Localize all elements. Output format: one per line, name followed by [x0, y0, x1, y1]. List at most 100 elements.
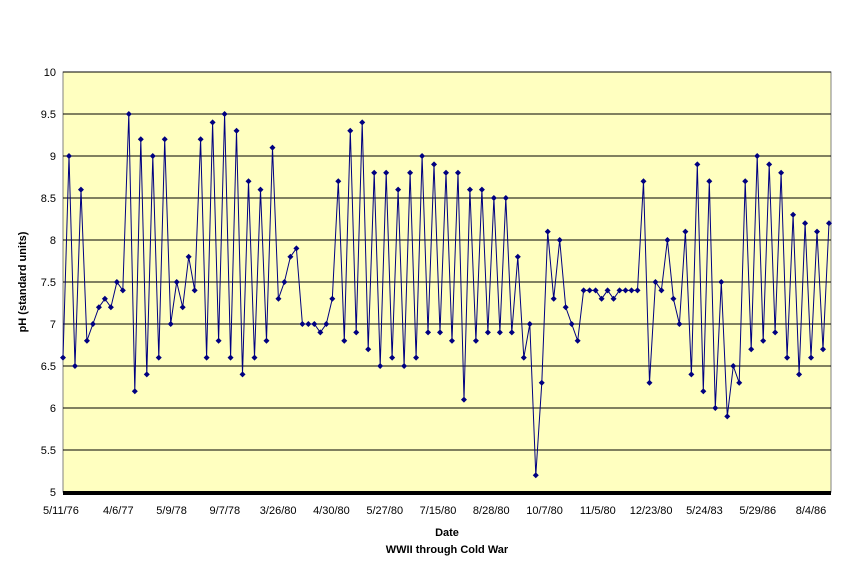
data-point — [784, 354, 791, 361]
data-point — [431, 161, 438, 168]
data-point — [514, 253, 521, 260]
data-point — [437, 329, 444, 336]
data-point — [796, 371, 803, 378]
y-tick-label: 7 — [50, 319, 56, 331]
data-point — [137, 136, 144, 143]
data-point — [377, 363, 384, 369]
data-point — [658, 287, 665, 294]
data-point — [616, 287, 623, 294]
data-point — [814, 228, 821, 235]
data-point — [754, 153, 761, 159]
x-tick-label: 4/30/80 — [313, 505, 350, 517]
data-point — [448, 337, 455, 344]
data-point — [742, 178, 749, 185]
data-point — [119, 287, 126, 294]
data-point — [490, 195, 497, 201]
data-point — [125, 111, 132, 117]
x-tick-label: 7/15/80 — [420, 505, 457, 517]
data-point — [724, 413, 731, 420]
data-point — [95, 304, 102, 311]
data-point — [227, 354, 234, 361]
data-point — [526, 321, 533, 327]
data-point — [209, 119, 216, 126]
data-point — [592, 287, 599, 294]
series-ph — [60, 111, 832, 479]
data-point — [65, 153, 72, 159]
data-point — [640, 178, 647, 185]
data-point — [101, 295, 108, 302]
data-point — [706, 178, 713, 185]
data-point — [730, 363, 737, 369]
data-point — [670, 295, 677, 302]
data-point — [275, 295, 282, 302]
data-point — [460, 396, 467, 403]
y-tick-label: 9.5 — [41, 109, 56, 121]
data-point — [113, 279, 120, 285]
y-tick-label: 9 — [50, 151, 56, 163]
data-point — [598, 295, 605, 302]
data-point — [401, 363, 408, 369]
data-point — [628, 287, 635, 294]
data-point — [179, 304, 186, 311]
data-point — [239, 371, 246, 378]
x-tick-label: 4/6/77 — [103, 505, 134, 517]
data-point — [550, 295, 557, 302]
data-point — [311, 321, 318, 327]
x-tick-label: 9/7/78 — [210, 505, 241, 517]
data-point — [682, 228, 689, 235]
y-tick-label: 8.5 — [41, 193, 56, 205]
data-point — [323, 321, 330, 327]
data-point — [60, 354, 66, 361]
data-point — [712, 405, 719, 411]
data-point — [772, 329, 779, 336]
data-point — [221, 111, 228, 117]
data-point — [155, 354, 162, 361]
data-point — [383, 169, 390, 176]
data-point — [395, 186, 402, 193]
data-point — [574, 337, 581, 344]
data-point — [419, 153, 426, 159]
x-tick-label: 10/7/80 — [526, 505, 563, 517]
data-point — [161, 136, 168, 143]
data-point — [407, 169, 414, 176]
data-point — [700, 388, 707, 395]
data-point — [143, 371, 150, 378]
data-point — [544, 228, 551, 235]
data-point — [173, 279, 180, 285]
data-point — [359, 119, 366, 126]
data-point — [77, 186, 84, 193]
data-point — [664, 237, 671, 243]
data-point — [604, 287, 611, 294]
data-point — [826, 220, 832, 227]
x-tick-label: 12/23/80 — [630, 505, 673, 517]
data-point — [167, 321, 174, 327]
data-point — [610, 295, 617, 302]
data-point — [532, 472, 539, 479]
x-tick-label: 5/29/86 — [739, 505, 776, 517]
data-point — [287, 253, 294, 260]
data-point — [634, 287, 641, 294]
data-point — [425, 329, 432, 336]
y-tick-label: 8 — [50, 235, 56, 247]
x-tick-label: 5/24/83 — [686, 505, 723, 517]
data-point — [520, 354, 527, 361]
data-point — [245, 178, 252, 185]
chart-subtitle: WWII through Cold War — [386, 544, 509, 556]
x-tick-label: 5/11/76 — [43, 505, 79, 517]
data-point — [83, 337, 90, 344]
data-point — [281, 279, 288, 285]
data-point — [443, 169, 449, 176]
data-point — [760, 337, 767, 344]
x-tick-label: 8/28/80 — [473, 505, 510, 517]
data-point — [538, 379, 545, 386]
x-tick-label: 8/4/86 — [796, 505, 827, 517]
data-point — [413, 354, 420, 361]
data-point — [562, 304, 569, 311]
data-point — [496, 329, 503, 336]
data-point — [203, 354, 210, 361]
data-point — [736, 379, 743, 386]
data-point — [694, 161, 701, 168]
data-point — [89, 321, 96, 327]
data-point — [71, 363, 78, 369]
